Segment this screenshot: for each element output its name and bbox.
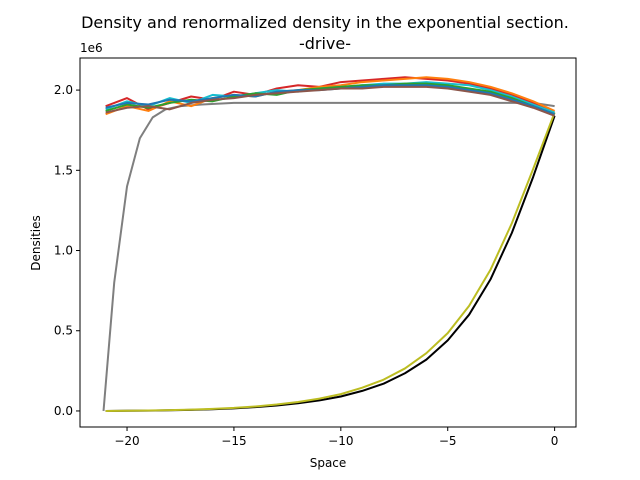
y-axis-label: Densities [29,215,43,271]
series-line-4 [105,76,556,116]
x-axis-label: Space [310,456,347,470]
x-tick-label: −10 [328,434,353,448]
y-offset-text: 1e6 [80,41,103,55]
series-line-1 [105,112,556,412]
plot-frame [79,57,577,428]
chart-subtitle: -drive- [299,34,351,53]
chart-title: Density and renormalized density in the … [81,13,569,32]
x-axis-ticks: −20 −15 −10 −5 0 [114,427,558,448]
x-tick-label: −20 [114,434,139,448]
y-tick-label: 0.0 [54,404,73,418]
x-tick-label: −15 [221,434,246,448]
x-tick-label: 0 [551,434,559,448]
y-tick-label: 2.0 [54,83,73,97]
series-line-2 [102,101,555,412]
y-axis-ticks: 0.0 0.5 1.0 1.5 2.0 [54,83,80,418]
y-tick-label: 1.0 [54,244,73,258]
series-line-8 [105,85,555,117]
y-tick-label: 1.5 [54,163,73,177]
series-layer [102,76,556,412]
x-tick-label: −5 [439,434,457,448]
y-tick-label: 0.5 [54,324,73,338]
